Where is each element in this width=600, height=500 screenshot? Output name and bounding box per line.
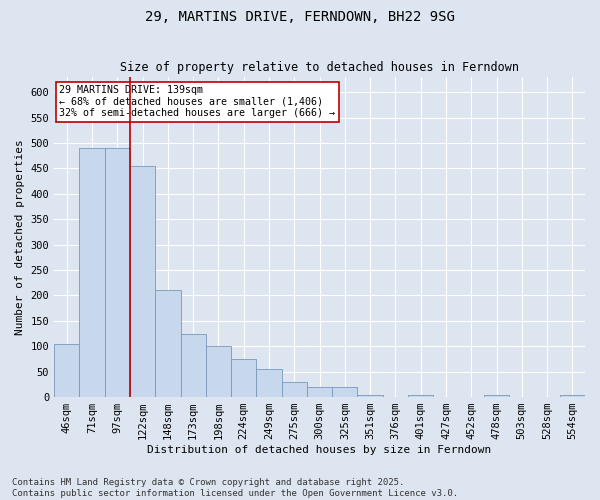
Bar bbox=[155, 290, 181, 397]
Bar bbox=[105, 148, 130, 397]
X-axis label: Distribution of detached houses by size in Ferndown: Distribution of detached houses by size … bbox=[148, 445, 492, 455]
Text: 29 MARTINS DRIVE: 139sqm
← 68% of detached houses are smaller (1,406)
32% of sem: 29 MARTINS DRIVE: 139sqm ← 68% of detach… bbox=[59, 85, 335, 118]
Bar bbox=[281, 382, 307, 397]
Bar bbox=[332, 387, 358, 397]
Bar bbox=[484, 394, 509, 397]
Text: Contains HM Land Registry data © Crown copyright and database right 2025.
Contai: Contains HM Land Registry data © Crown c… bbox=[12, 478, 458, 498]
Bar bbox=[256, 369, 281, 397]
Bar bbox=[560, 394, 585, 397]
Bar bbox=[231, 359, 256, 397]
Bar bbox=[54, 344, 79, 397]
Title: Size of property relative to detached houses in Ferndown: Size of property relative to detached ho… bbox=[120, 62, 519, 74]
Bar bbox=[130, 166, 155, 397]
Bar bbox=[408, 394, 433, 397]
Text: 29, MARTINS DRIVE, FERNDOWN, BH22 9SG: 29, MARTINS DRIVE, FERNDOWN, BH22 9SG bbox=[145, 10, 455, 24]
Bar bbox=[181, 334, 206, 397]
Bar bbox=[206, 346, 231, 397]
Bar bbox=[79, 148, 105, 397]
Bar bbox=[307, 387, 332, 397]
Y-axis label: Number of detached properties: Number of detached properties bbox=[15, 139, 25, 335]
Bar bbox=[358, 394, 383, 397]
